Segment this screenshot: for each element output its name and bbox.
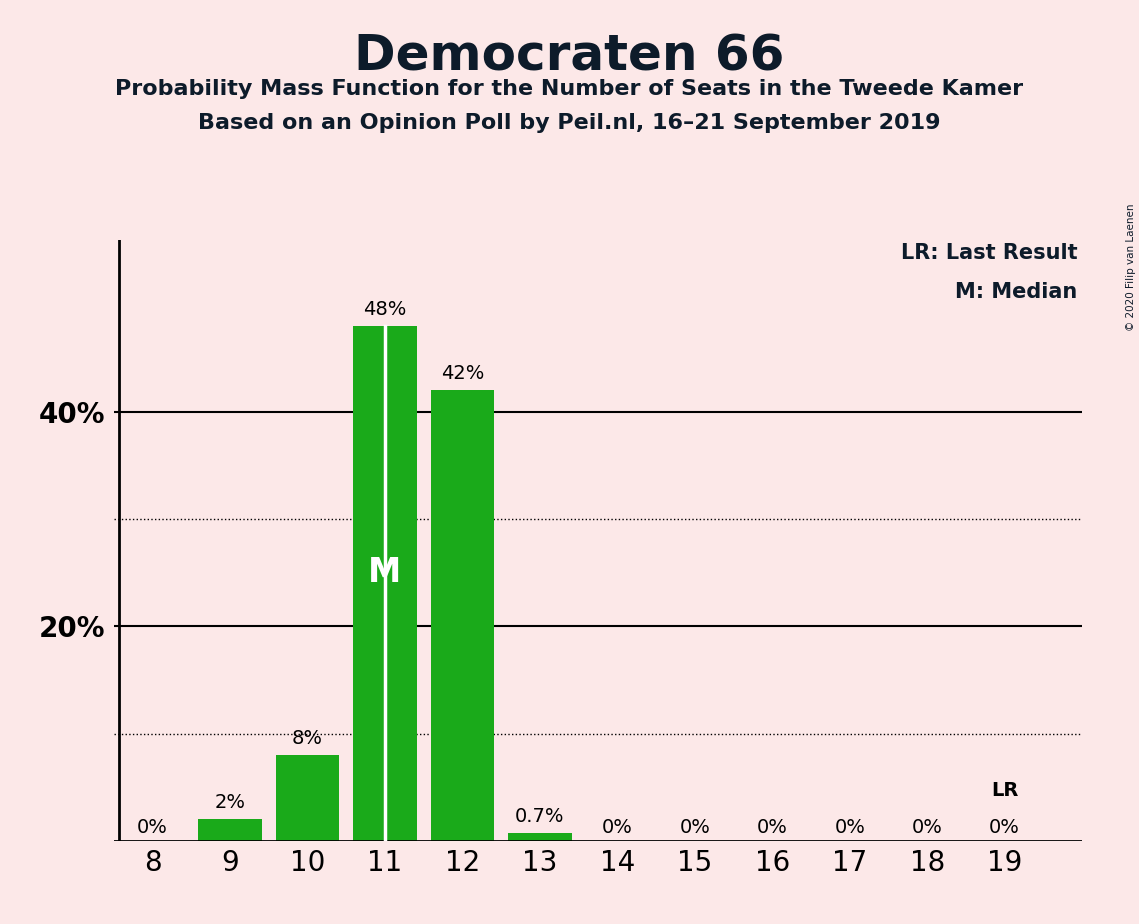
Bar xyxy=(431,390,494,841)
Text: 8%: 8% xyxy=(292,728,323,748)
Text: 42%: 42% xyxy=(441,364,484,383)
Bar xyxy=(198,820,262,841)
Text: Based on an Opinion Poll by Peil.nl, 16–21 September 2019: Based on an Opinion Poll by Peil.nl, 16–… xyxy=(198,113,941,133)
Text: M: M xyxy=(368,556,402,590)
Text: 0%: 0% xyxy=(601,818,633,836)
Bar xyxy=(276,755,339,841)
Bar xyxy=(353,326,417,841)
Text: 0%: 0% xyxy=(989,818,1021,836)
Bar xyxy=(508,833,572,841)
Text: 0%: 0% xyxy=(911,818,943,836)
Text: LR: LR xyxy=(991,781,1018,800)
Text: M: Median: M: Median xyxy=(954,282,1077,302)
Text: 48%: 48% xyxy=(363,299,407,319)
Text: LR: Last Result: LR: Last Result xyxy=(901,243,1077,263)
Text: Probability Mass Function for the Number of Seats in the Tweede Kamer: Probability Mass Function for the Number… xyxy=(115,79,1024,99)
Text: 0.7%: 0.7% xyxy=(515,807,565,826)
Text: 0%: 0% xyxy=(834,818,866,836)
Text: © 2020 Filip van Laenen: © 2020 Filip van Laenen xyxy=(1126,203,1136,331)
Text: 0%: 0% xyxy=(756,818,788,836)
Text: 0%: 0% xyxy=(137,818,169,836)
Text: 2%: 2% xyxy=(214,793,246,812)
Text: Democraten 66: Democraten 66 xyxy=(354,32,785,80)
Text: 0%: 0% xyxy=(679,818,711,836)
